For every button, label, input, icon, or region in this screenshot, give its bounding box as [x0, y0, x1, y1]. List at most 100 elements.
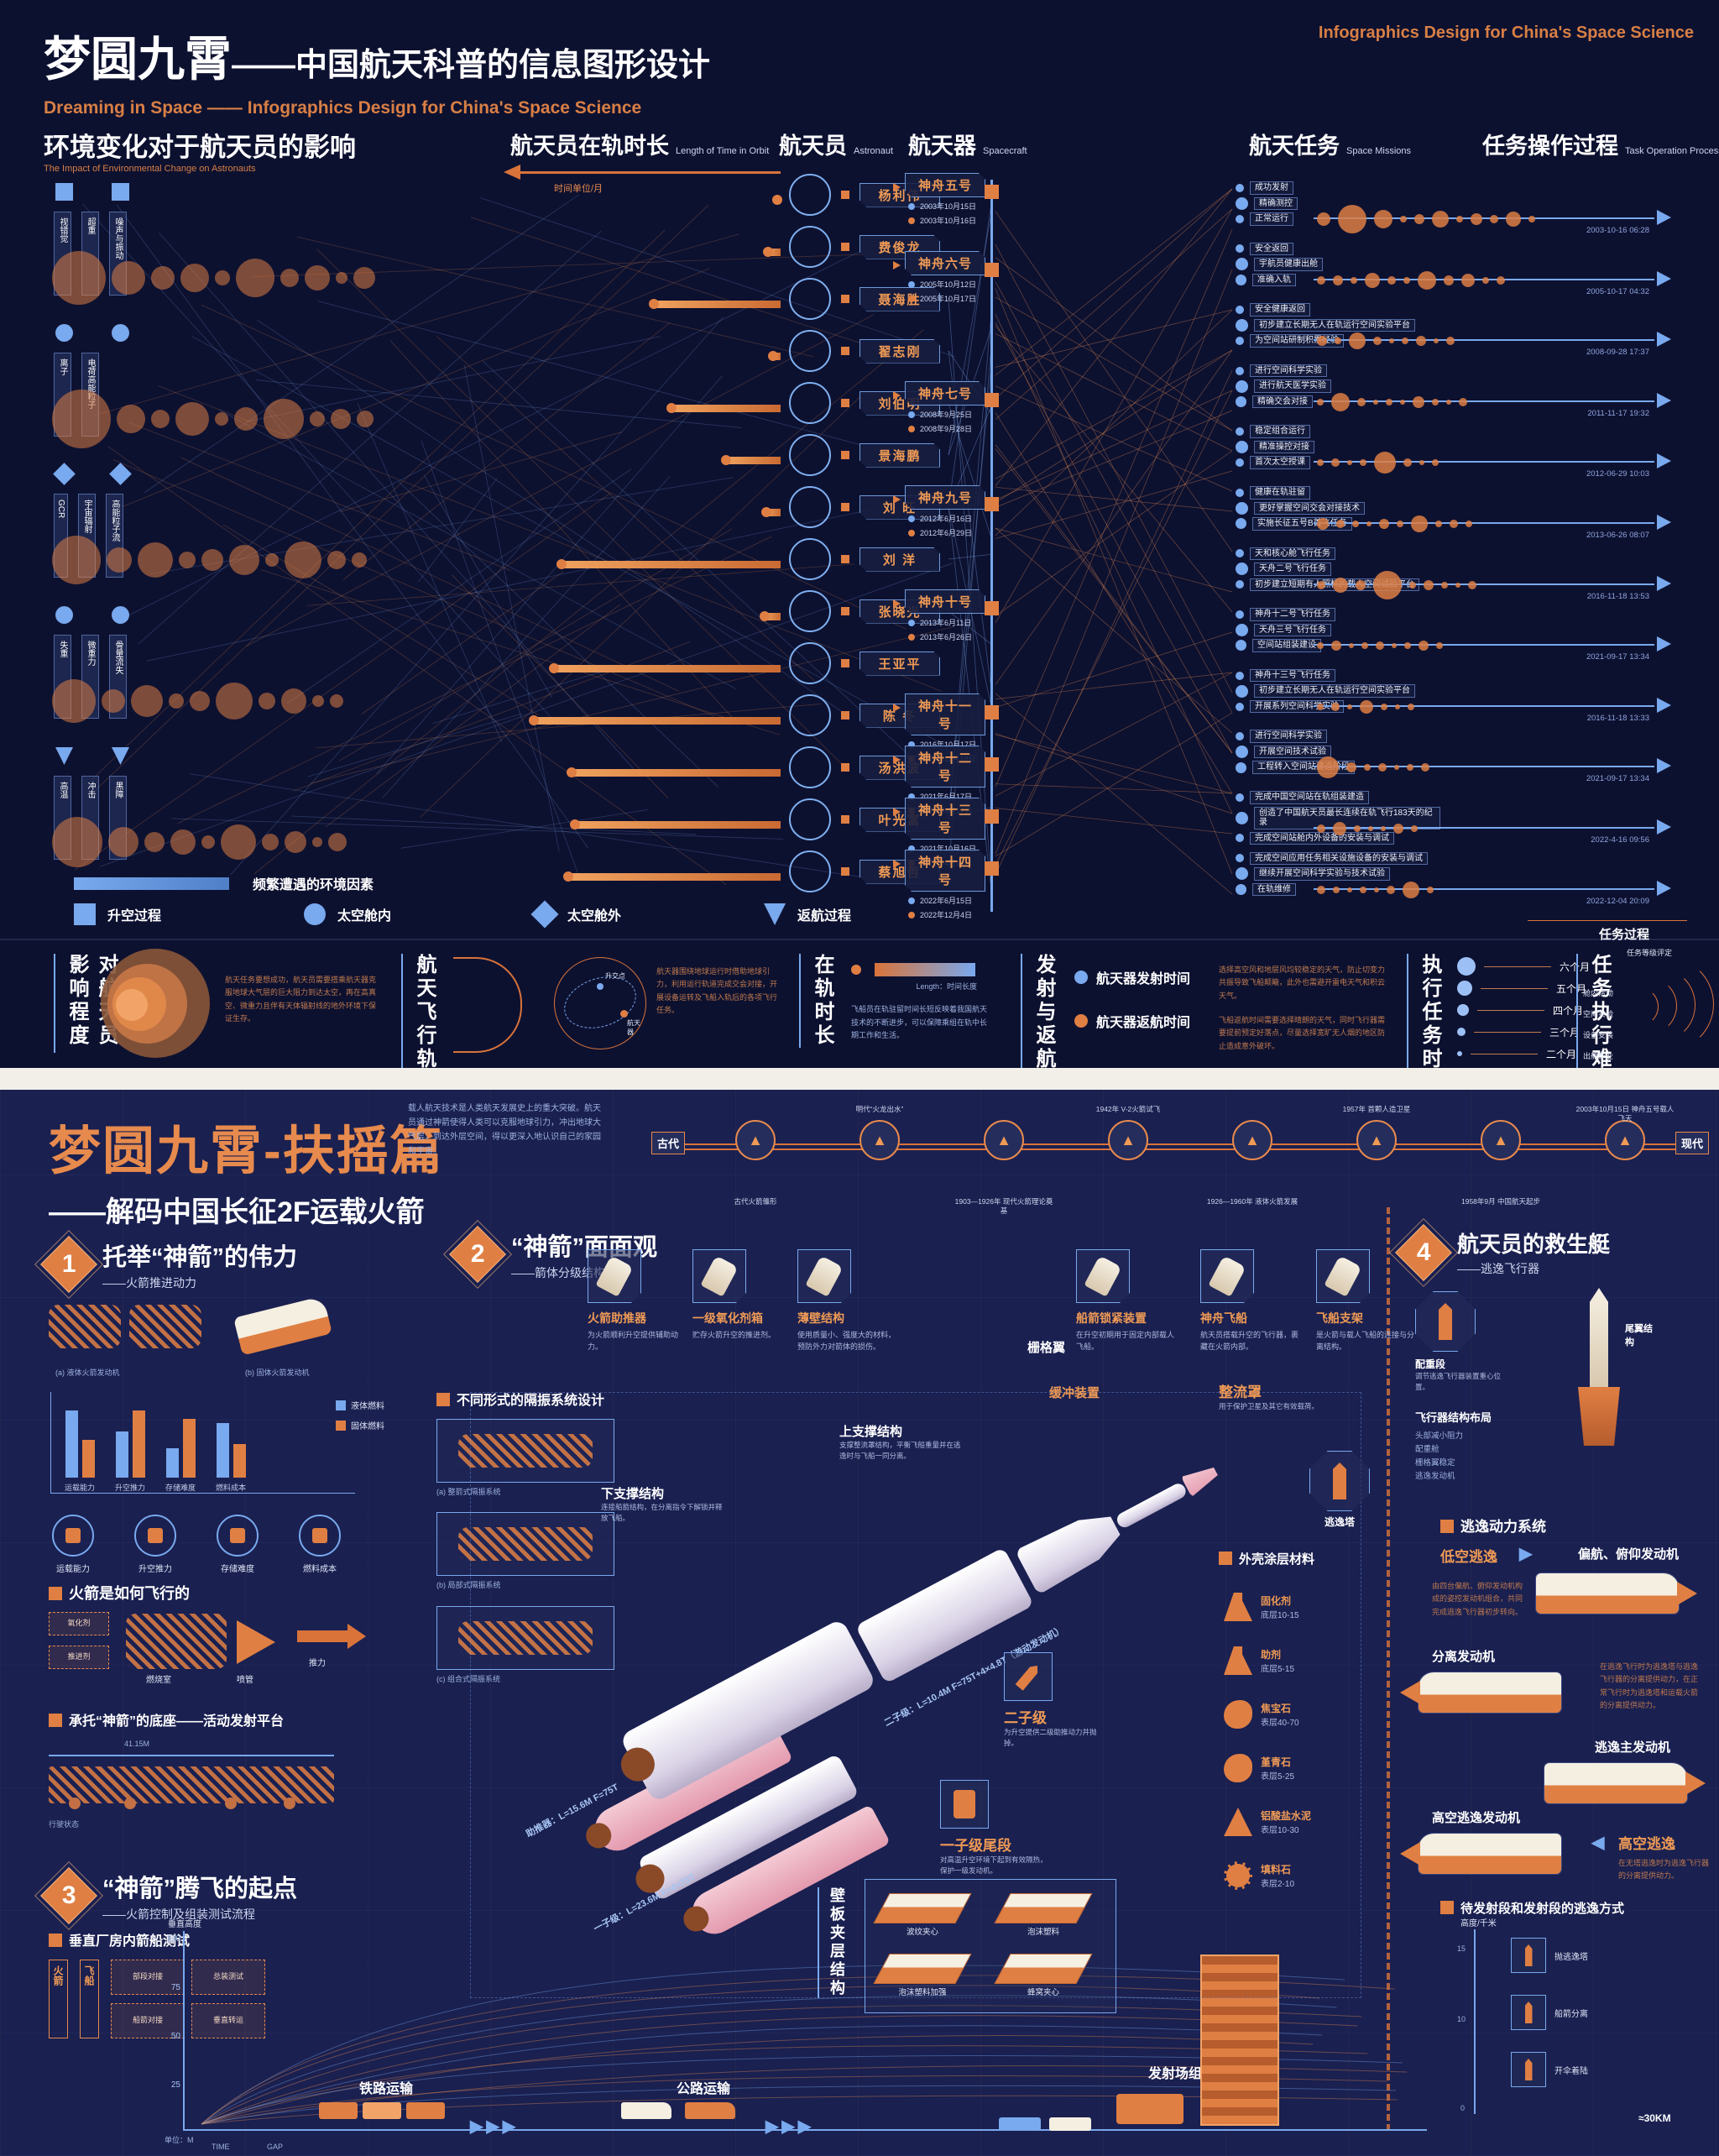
env-row: 失重 微重力 骨量流失	[52, 606, 522, 737]
timeline-end-date: 2022-4-16 09:56	[1591, 835, 1649, 845]
bubble-icon	[1427, 886, 1434, 893]
low-escape-label: 低空逃逸	[1440, 1549, 1497, 1565]
astronaut-name: 景海鹏	[860, 443, 940, 468]
bubble-icon	[138, 542, 173, 578]
material-icon	[1224, 1861, 1252, 1890]
marker-square-icon	[841, 607, 849, 615]
timeline-arrow-icon	[1657, 270, 1671, 286]
launch-dot-icon	[908, 411, 915, 418]
bubble-icon	[310, 411, 325, 426]
bubble-icon	[1360, 886, 1366, 893]
legend-bar-icon	[74, 877, 229, 890]
bubble-icon	[108, 827, 138, 857]
history-node: ▲ 明代“火龙出水”	[829, 1105, 930, 1175]
marker-square-icon	[841, 815, 849, 824]
list-item: 进行空间科学实验	[1236, 364, 1331, 378]
return-dot-icon	[908, 633, 915, 641]
assembly-step: 船箭对接	[111, 2003, 185, 2038]
env-bubbles	[52, 247, 522, 309]
rocket-icon: ▲	[1356, 1120, 1397, 1160]
bubble-icon	[1393, 824, 1403, 834]
alt-mode-item: 船箭分离	[1511, 1995, 1588, 2030]
timeline-arrow-icon	[1657, 515, 1671, 530]
task-bubbles	[1317, 322, 1638, 360]
bubble-icon	[1333, 886, 1340, 893]
fly-heading: 火箭是如何飞行的	[49, 1582, 190, 1604]
bubble-icon	[1317, 824, 1325, 833]
component-icon	[1200, 1249, 1254, 1303]
capability-item: 运载能力	[52, 1515, 94, 1574]
assembly-step: 垂直转运	[191, 2003, 265, 2038]
task-timeline-row: 2005-10-17 04:32	[1314, 261, 1675, 300]
bubble-icon	[1317, 580, 1325, 589]
material-item: 填料石 表层2-10	[1224, 1849, 1311, 1902]
material-item: 堇青石 表层5-25	[1224, 1741, 1311, 1795]
bubble-icon	[327, 551, 346, 569]
capability-icon	[299, 1515, 341, 1557]
difficulty-labels: 舱内活动 空间实验 设备安装 出舱作业	[1583, 987, 1613, 1061]
list-item: 精确测控	[1236, 196, 1298, 210]
history-timeline: 古代 现代 ▲ 古代火箭雏形 ▲ 明代“火龙出水” ▲ 1903—1926年 现…	[651, 1105, 1709, 1215]
spacecraft-name: 神舟五号	[905, 173, 985, 197]
material-item: 固化剂 底层10-15	[1224, 1580, 1311, 1634]
bubble-icon	[1456, 216, 1463, 222]
task-bubbles	[1317, 566, 1638, 604]
rocket-icon: ▲	[984, 1120, 1024, 1160]
bubble-icon	[180, 264, 209, 292]
bubble-icon	[1421, 763, 1429, 772]
mission-group: 成功发射 精确测控 正常运行	[1236, 181, 1298, 226]
list-item: 初步建立长期无人在轨运行空间实验平台	[1236, 318, 1415, 332]
bubble-icon	[221, 824, 256, 860]
bubble-icon	[170, 829, 196, 855]
marker-square-icon	[841, 347, 849, 355]
bubble-icon	[259, 693, 275, 709]
component-name: 神舟飞船	[1200, 1311, 1247, 1325]
component-caption: 在升空初期用于固定内部载人飞船。	[1076, 1331, 1175, 1351]
bubble-icon	[1317, 642, 1324, 650]
bubble-icon	[1352, 521, 1359, 527]
bubble-icon	[1394, 765, 1399, 771]
env-markers	[55, 183, 154, 201]
vab-heading: 垂直厂房内箭船测试	[49, 1929, 190, 1949]
capability-icons: 运载能力 升空推力 存储难度 燃料成本	[52, 1515, 341, 1574]
bubble-icon	[1317, 398, 1324, 406]
bar-group: 燃料成本	[216, 1405, 246, 1493]
liquid-bar	[165, 1448, 179, 1478]
bubble-icon	[1389, 338, 1394, 344]
task-timeline-row: 2016-11-18 13:53	[1314, 566, 1675, 604]
time-axis-arrow	[504, 165, 520, 180]
task-timeline-row: 2013-06-26 08:07	[1314, 505, 1675, 543]
bubble-icon	[1331, 458, 1340, 468]
impact-circles	[101, 949, 210, 1058]
astronaut-name: 翟志刚	[860, 339, 940, 364]
duration-item: 六个月	[1457, 955, 1590, 977]
list-item: 继续开展空间科学实验与技术试验	[1236, 867, 1428, 881]
orbit-bar	[549, 663, 781, 673]
marker-square-icon	[841, 451, 849, 459]
task-timeline-row: 2022-12-04 20:09	[1314, 871, 1675, 909]
main-engine-art	[1544, 1763, 1706, 1803]
solid-bar	[132, 1410, 145, 1478]
grid-fin-label: 栅格翼	[1027, 1341, 1066, 1355]
bubble-icon	[262, 834, 279, 850]
bubble-icon	[1357, 397, 1366, 406]
bubble-icon	[52, 390, 111, 448]
mode-icon	[1511, 2052, 1546, 2087]
marker-square-icon	[841, 503, 849, 511]
return-dot-icon	[908, 911, 915, 918]
sandwich-item: 泡沫塑料加强	[873, 1954, 972, 1999]
bubble-icon	[1360, 459, 1366, 467]
material-item: 助剂 底层5-15	[1224, 1634, 1311, 1688]
orbit-bar	[562, 871, 781, 882]
bubble-icon	[1338, 205, 1366, 233]
env-bubbles	[52, 811, 522, 873]
train-icon	[319, 2102, 445, 2119]
launch-dot-icon	[908, 280, 915, 288]
component-card: 飞船支架 是火箭与载人飞船的连接与分离结构。	[1316, 1249, 1425, 1353]
transport-chart-axis: 100 75 50 25	[166, 1931, 1427, 2131]
spacecraft-name: 神舟九号	[905, 485, 985, 510]
sep-caption: 在逃逸飞行时为逃逸塔与逃逸飞行器的分离提供动力，在正常飞行时为逃逸塔和运载火箭的…	[1600, 1662, 1699, 1709]
tag-ship: 飞船	[80, 1960, 99, 2038]
duration-item: 四个月	[1457, 999, 1590, 1021]
orbit-globe-diagram: 升交点 航天器	[554, 957, 646, 1049]
